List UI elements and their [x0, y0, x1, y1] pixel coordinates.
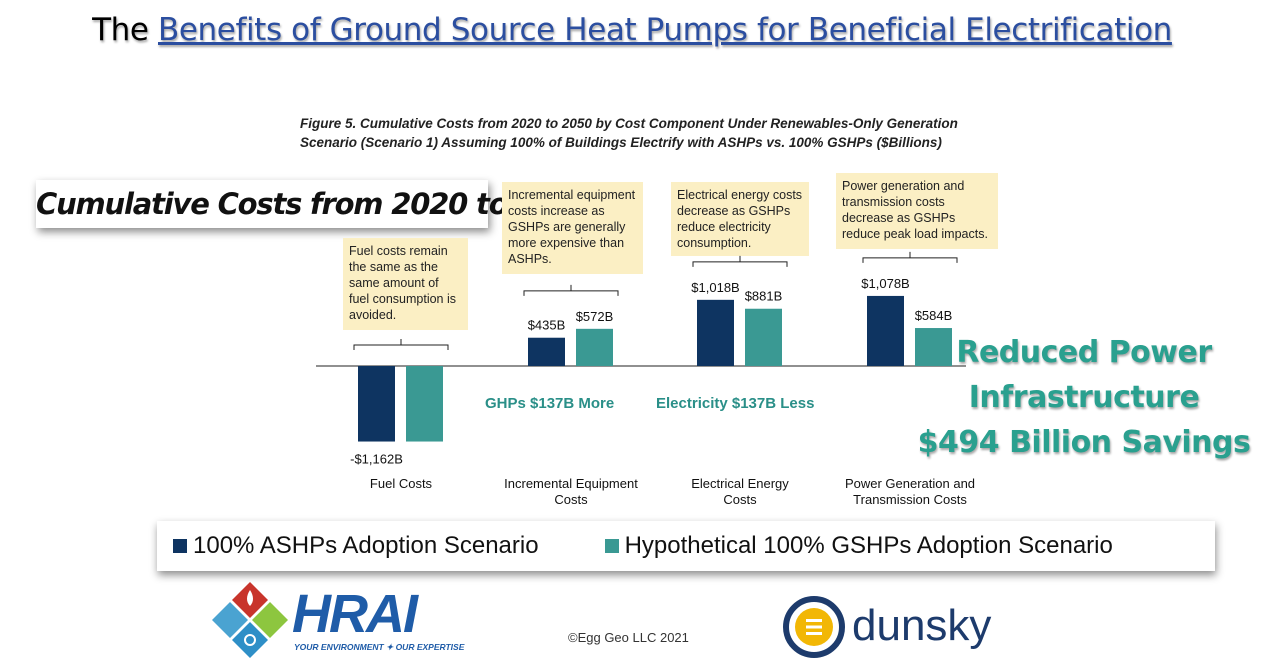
hrai-wordmark: HRAI	[292, 584, 419, 644]
hrai-diamond-icon	[212, 582, 288, 658]
figure-caption: Figure 5. Cumulative Costs from 2020 to …	[300, 114, 1040, 152]
legend-swatch-gshp	[604, 539, 619, 553]
note-power-generation: Power generation and transmission costs …	[836, 173, 998, 249]
bar-gshp-3	[915, 328, 952, 366]
hrai-tagline: YOUR ENVIRONMENT ✦ OUR EXPERTISE	[294, 642, 465, 652]
bar-ashp-0	[358, 366, 395, 442]
bar-ashp-2	[697, 299, 734, 366]
ghps-callout: GHPs $137B More	[485, 395, 615, 412]
note-bracket-2	[692, 255, 788, 267]
title-prefix: The	[92, 12, 149, 48]
figure-caption-line2: Scenario (Scenario 1) Assuming 100% of B…	[300, 135, 942, 150]
note-bracket-1	[523, 284, 619, 296]
dunsky-logo: dunsky	[783, 596, 991, 658]
category-label-1-1: Costs	[554, 492, 588, 507]
bar-ashp-3	[867, 295, 904, 366]
savings-line2: Infrastructure	[968, 380, 1200, 415]
category-label-0-0: Fuel Costs	[370, 476, 433, 491]
dunsky-circle-icon	[783, 596, 845, 658]
category-label-2-0: Electrical Energy	[691, 476, 789, 491]
bar-ashp-1	[528, 337, 565, 366]
bar-gshp-2	[745, 308, 782, 366]
data-label-ashp-0: -$1,162B	[350, 452, 403, 467]
note-bracket-3	[862, 251, 958, 263]
note-fuel-costs: Fuel costs remain the same as the same a…	[343, 238, 468, 330]
dunsky-wordmark: dunsky	[852, 601, 991, 650]
savings-line3: $494 Billion Savings	[917, 425, 1251, 460]
legend-label-ashp: 100% ASHPs Adoption Scenario	[193, 532, 539, 559]
note-bracket-0	[353, 339, 449, 350]
bar-gshp-0	[406, 366, 443, 442]
electricity-callout: Electricity $137B Less	[656, 395, 815, 412]
category-label-3-0: Power Generation and	[845, 476, 975, 491]
hrai-logo: HRAI YOUR ENVIRONMENT ✦ OUR EXPERTISE	[212, 582, 465, 658]
legend-swatch-ashp	[173, 539, 187, 553]
legend-label-gshp: Hypothetical 100% GSHPs Adoption Scenari…	[624, 532, 1113, 559]
title-link[interactable]: Benefits of Ground Source Heat Pumps for…	[158, 12, 1172, 48]
legend-item-gshp: Hypothetical 100% GSHPs Adoption Scenari…	[604, 532, 1113, 560]
data-label-gshp-1: $572B	[576, 309, 614, 324]
note-electrical-energy: Electrical energy costs decrease as GSHP…	[671, 182, 809, 256]
data-label-gshp-3: $584B	[915, 308, 953, 323]
chart-legend: 100% ASHPs Adoption Scenario Hypothetica…	[157, 521, 1215, 571]
savings-line1: Reduced Power	[956, 335, 1212, 370]
data-label-ashp-1: $435B	[528, 318, 566, 333]
page-title: The Benefits of Ground Source Heat Pumps…	[0, 12, 1264, 48]
data-label-ashp-3: $1,078B	[861, 276, 909, 291]
figure-caption-line1: Figure 5. Cumulative Costs from 2020 to …	[300, 116, 958, 131]
bar-gshp-1	[576, 328, 613, 366]
legend-item-ashp: 100% ASHPs Adoption Scenario	[173, 532, 539, 560]
category-label-2-1: Costs	[723, 492, 757, 507]
data-label-gshp-2: $881B	[745, 289, 783, 304]
copyright-text: ©Egg Geo LLC 2021	[568, 630, 689, 645]
category-label-3-1: Transmission Costs	[853, 492, 967, 507]
data-label-ashp-2: $1,018B	[691, 280, 739, 295]
category-label-1-0: Incremental Equipment	[504, 476, 638, 491]
cost-bar-chart: -$1,162B $435B $572B $1,018B $881B $1,078B $58…	[316, 251, 975, 507]
note-equipment-costs: Incremental equipment costs increase as …	[502, 182, 643, 274]
savings-callout: Reduced Power Infrastructure $494 Billio…	[914, 330, 1254, 465]
